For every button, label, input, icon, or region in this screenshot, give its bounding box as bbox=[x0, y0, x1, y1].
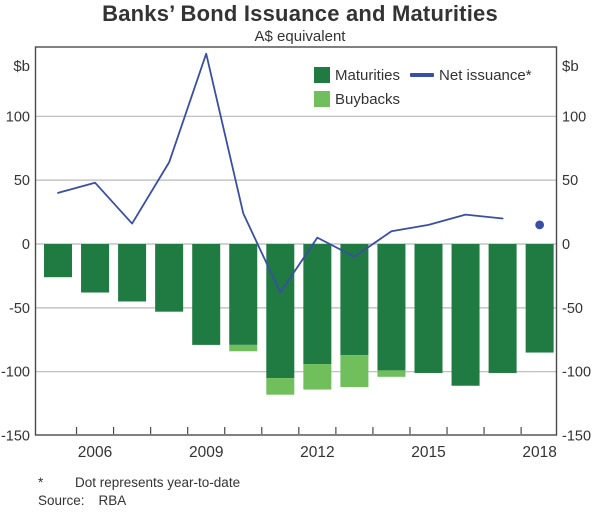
bar-maturities-2008 bbox=[155, 244, 184, 312]
source-value: RBA bbox=[98, 493, 127, 508]
y-axis-label-left: -150 bbox=[1, 429, 30, 445]
bar-buybacks-2010 bbox=[229, 344, 258, 352]
x-axis-label: 2018 bbox=[522, 444, 556, 461]
buybacks-swatch-icon bbox=[314, 91, 330, 107]
bar-maturities-2014 bbox=[377, 244, 406, 371]
legend-item-maturities: Maturities bbox=[314, 67, 400, 84]
legend-item-net-issuance: Net issuance* bbox=[410, 67, 532, 84]
footnote-text: Dot represents year-to-date bbox=[75, 475, 241, 490]
y-axis-label-left: 0 bbox=[22, 237, 30, 253]
maturities-swatch-icon bbox=[314, 67, 330, 83]
legend-label-buybacks: Buybacks bbox=[335, 90, 401, 108]
y-axis-unit-right: $b bbox=[562, 58, 579, 75]
bar-maturities-2005 bbox=[44, 244, 72, 278]
y-axis-label-right: -50 bbox=[562, 301, 583, 317]
y-axis-label-right: -100 bbox=[562, 365, 591, 381]
net-issuance-line bbox=[57, 52, 504, 294]
y-axis-label-left: -50 bbox=[9, 301, 30, 317]
net-issuance-ytd-dot bbox=[535, 220, 545, 230]
bar-buybacks-2011 bbox=[266, 378, 295, 395]
bar-buybacks-2012 bbox=[303, 364, 332, 390]
y-axis-label-right: 100 bbox=[562, 109, 586, 125]
y-axis-label-right: -150 bbox=[562, 429, 591, 445]
source-row: Source: RBA bbox=[38, 492, 240, 510]
y-axis-label-left: 50 bbox=[14, 173, 30, 189]
y-axis-label-left: 100 bbox=[6, 109, 30, 125]
bar-maturities-2006 bbox=[81, 244, 110, 293]
net-issuance-line-icon bbox=[410, 73, 435, 77]
footnote-marker: * bbox=[38, 475, 44, 490]
x-axis-label: 2015 bbox=[411, 444, 445, 461]
bar-buybacks-2013 bbox=[340, 355, 369, 388]
bar-maturities-2015 bbox=[414, 244, 443, 373]
y-axis-label-right: 0 bbox=[562, 237, 570, 253]
bar-maturities-2017 bbox=[488, 244, 517, 373]
bar-buybacks-2014 bbox=[377, 370, 406, 377]
legend-label-net-issuance: Net issuance* bbox=[439, 66, 532, 84]
bar-maturities-2010 bbox=[229, 244, 258, 345]
legend-item-buybacks: Buybacks bbox=[314, 91, 400, 108]
bar-maturities-2016 bbox=[451, 244, 480, 386]
bar-maturities-2007 bbox=[118, 244, 147, 302]
source-label: Source: bbox=[38, 493, 85, 508]
footnote-row: * Dot represents year-to-date bbox=[38, 474, 240, 492]
y-axis-label-left: -100 bbox=[1, 365, 30, 381]
bar-maturities-2009 bbox=[192, 244, 221, 345]
footnotes: * Dot represents year-to-date Source: RB… bbox=[38, 474, 240, 510]
bar-maturities-2011 bbox=[266, 244, 295, 379]
bar-maturities-2013 bbox=[340, 244, 369, 356]
legend-label-maturities: Maturities bbox=[335, 66, 401, 84]
y-axis-unit-left: $b bbox=[13, 58, 30, 75]
chart-title: Banks’ Bond Issuance and Maturities bbox=[102, 1, 498, 26]
legend: Maturities Net issuance* Buybacks bbox=[314, 63, 542, 111]
bar-maturities-2018 bbox=[525, 244, 554, 353]
y-axis-label-right: 50 bbox=[562, 173, 578, 189]
bar-maturities-2012 bbox=[303, 244, 332, 365]
x-axis-label: 2012 bbox=[300, 444, 334, 461]
chart-subtitle: A$ equivalent bbox=[254, 28, 346, 45]
plot-frame bbox=[34, 46, 558, 436]
x-axis-label: 2009 bbox=[189, 444, 223, 461]
x-axis-label: 2006 bbox=[78, 444, 112, 461]
